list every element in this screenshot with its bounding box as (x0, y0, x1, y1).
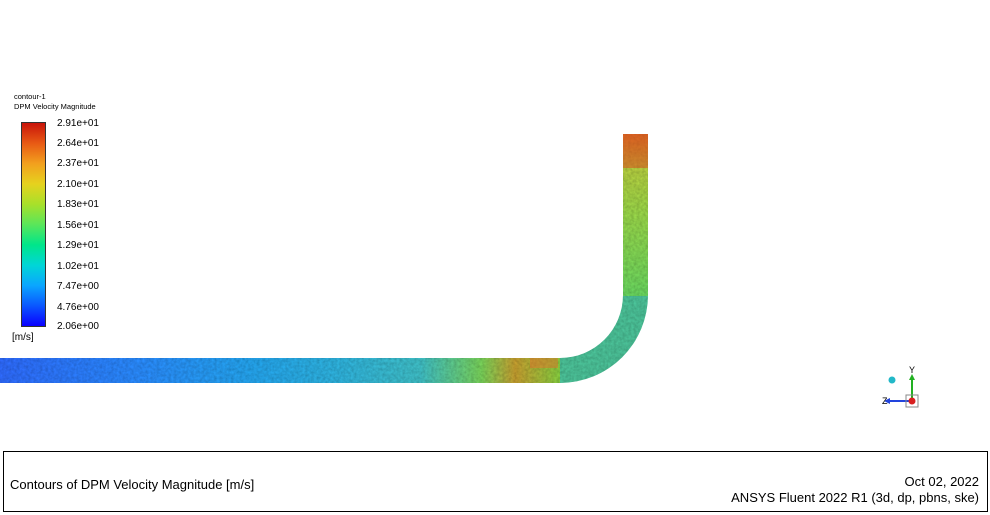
axes-triad[interactable]: Y Z (870, 365, 930, 416)
legend-tick-label: 1.83e+01 (57, 199, 99, 210)
legend-tick-label: 7.47e+00 (57, 281, 99, 292)
legend-units: [m/s] (12, 332, 34, 343)
caption-box: Contours of DPM Velocity Magnitude [m/s]… (3, 451, 988, 512)
legend-tick-label: 2.10e+01 (57, 179, 99, 190)
legend-tick-label: 1.29e+01 (57, 240, 99, 251)
legend-colorbar (21, 122, 46, 327)
pipe-bend-section (560, 295, 648, 383)
pipe-horizontal-section (0, 358, 560, 383)
caption-date: Oct 02, 2022 (904, 474, 979, 489)
legend-tick-label: 2.06e+00 (57, 321, 99, 332)
legend-tick-label: 2.37e+01 (57, 158, 99, 169)
pipe-bend-hotspot (530, 358, 558, 368)
y-axis-label: Y (909, 365, 916, 375)
legend-tick-label: 1.02e+01 (57, 261, 99, 272)
axes-triad-icon (884, 374, 919, 408)
legend-tick-label: 2.91e+01 (57, 118, 99, 129)
caption-description: Contours of DPM Velocity Magnitude [m/s] (10, 477, 255, 492)
caption-software: ANSYS Fluent 2022 R1 (3d, dp, pbns, ske) (731, 490, 979, 505)
legend-tick-label: 4.76e+00 (57, 302, 99, 313)
graphics-viewport[interactable]: contour-1 DPM Velocity Magnitude 2.91e+0… (0, 0, 990, 450)
legend-variable: DPM Velocity Magnitude (14, 102, 96, 111)
legend-title: contour-1 (14, 92, 46, 101)
legend-tick-label: 1.56e+01 (57, 220, 99, 231)
pipe-outlet-hotspot (623, 134, 648, 168)
legend-tick-label: 2.64e+01 (57, 138, 99, 149)
pipe-contour-plot (0, 134, 648, 383)
z-axis-label: Z (882, 396, 888, 406)
